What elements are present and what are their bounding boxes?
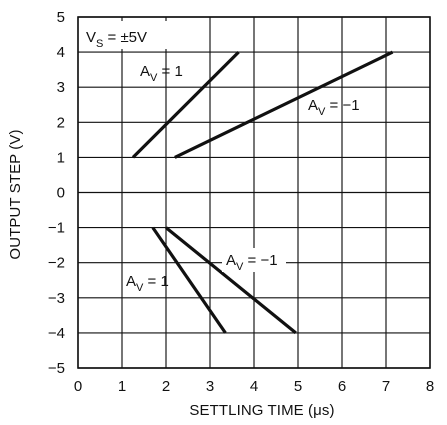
series-line-2 xyxy=(164,226,297,335)
y-tick-label-7: −2 xyxy=(48,255,65,272)
series-label-0-subscript: V xyxy=(150,72,158,84)
series-label-2-background xyxy=(222,248,286,272)
series-label-0-value: = 1 xyxy=(157,63,182,80)
series-line-0 xyxy=(131,50,240,159)
series-label-1-value: = −1 xyxy=(325,97,359,114)
series-line-3 xyxy=(151,226,227,334)
series-label-1-text: AV = −1 xyxy=(308,97,360,118)
series-label-3-text: AV = 1 xyxy=(126,273,169,294)
y-tick-label-3: 2 xyxy=(57,114,65,131)
y-tick-label-6: −1 xyxy=(48,220,65,237)
series-label-3-main: A xyxy=(126,273,136,290)
series-label-0: AV = 1 xyxy=(140,63,183,84)
x-tick-label-4: 4 xyxy=(250,378,258,395)
series-label-2-text: AV = −1 xyxy=(226,252,278,273)
x-tick-label-7: 7 xyxy=(382,378,390,395)
plot-frame xyxy=(77,16,431,369)
series-label-2-subscript: V xyxy=(236,261,244,273)
series-label-2-value: = −1 xyxy=(243,252,277,269)
x-tick-label-3: 3 xyxy=(206,378,214,395)
supply-voltage-annotation: VS = ±5V xyxy=(80,21,176,50)
y-tick-label-4: 1 xyxy=(57,149,65,166)
x-axis-title: SETTLING TIME (μs) xyxy=(189,402,334,419)
x-tick-label-2: 2 xyxy=(162,378,170,395)
supply-voltage-background xyxy=(80,21,176,49)
series-label-3-subscript: V xyxy=(136,282,144,294)
y-tick-label-8: −3 xyxy=(48,290,65,307)
series-label-1-subscript: V xyxy=(318,106,326,118)
y-axis-title: OUTPUT STEP (V) xyxy=(7,129,24,259)
supply-voltage-value: = ±5V xyxy=(103,29,147,46)
y-tick-label-10: −5 xyxy=(48,360,65,377)
x-tick-label-6: 6 xyxy=(338,378,346,395)
y-tick-label-5: 0 xyxy=(57,185,65,202)
y-tick-label-1: 4 xyxy=(57,44,65,61)
series-label-0-text: AV = 1 xyxy=(140,63,183,84)
series-label-2: AV = −1 xyxy=(222,248,286,273)
x-tick-label-0: 0 xyxy=(74,378,82,395)
series-label-2-main: A xyxy=(226,252,236,269)
x-tick-label-1: 1 xyxy=(118,378,126,395)
supply-voltage-text: VS = ±5V xyxy=(86,29,147,50)
x-tick-label-8: 8 xyxy=(426,378,434,395)
series-label-3: AV = 1 xyxy=(126,273,169,294)
series-label-0-main: A xyxy=(140,63,150,80)
series-label-3-value: = 1 xyxy=(143,273,168,290)
series-layer xyxy=(131,50,394,335)
y-tick-label-0: 5 xyxy=(57,9,65,26)
supply-voltage-subscript: S xyxy=(96,38,103,50)
series-line-1 xyxy=(174,50,394,159)
y-tick-label-2: 3 xyxy=(57,79,65,96)
annotation-layer: AV = 1AV = −1AV = −1AV = 1VS = ±5V xyxy=(80,21,360,294)
supply-voltage-main: V xyxy=(86,29,96,46)
series-label-1-main: A xyxy=(308,97,318,114)
x-tick-label-5: 5 xyxy=(294,378,302,395)
y-tick-label-9: −4 xyxy=(48,325,65,342)
series-label-1: AV = −1 xyxy=(308,97,360,118)
axis-layer: 0 1 2 3 4 5 6 7 8 5 4 3 2 1 0 −1 −2 −3 −4 −5 SETTLING TIME (… xyxy=(7,9,434,419)
